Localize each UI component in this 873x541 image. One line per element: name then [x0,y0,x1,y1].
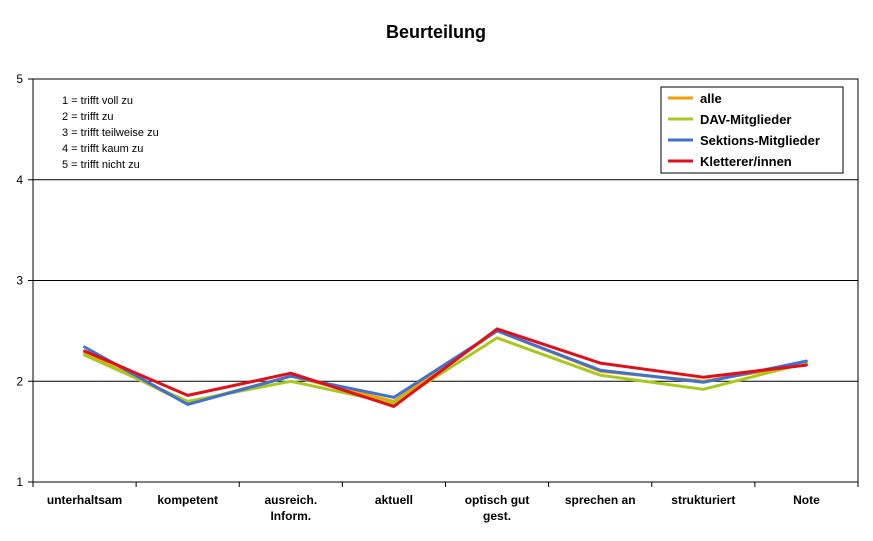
x-tick-label: aktuell [375,493,413,507]
annotation-line: 5 = trifft nicht zu [62,159,140,171]
x-tick-label: unterhaltsam [47,493,122,507]
annotation-line: 4 = trifft kaum zu [62,143,143,155]
y-axis: 1 2 3 4 5 [16,72,33,489]
x-tick-label: ausreich. Inform. [264,493,317,523]
legend-label: Kletterer/innen [700,154,792,169]
series-line [83,327,808,408]
y-tick-label: 4 [16,173,23,187]
annotation-line: 2 = trifft zu [62,111,113,123]
y-tick-label: 5 [16,72,23,86]
x-axis: unterhaltsam kompetent ausreich. Inform. akt… [32,482,859,523]
y-tick-label: 3 [16,274,23,288]
series-line [83,329,808,406]
grid-lines [33,179,858,382]
annotation-line: 3 = trifft teilweise zu [62,127,159,139]
x-tick-label: optisch gut gest. [465,493,530,523]
x-tick-label: sprechen an [565,493,636,507]
legend-label: alle [700,91,722,106]
x-tick-label: kompetent [157,493,218,507]
chart-title: Beurteilung [386,22,486,42]
series-line [83,336,808,405]
series-lines [83,327,808,408]
y-tick-label: 2 [16,374,23,388]
y-tick-label: 1 [16,475,23,489]
x-tick-label: strukturiert [671,493,735,507]
scale-annotation: 1 = trifft voll zu 2 = trifft zu 3 = triff… [62,95,159,171]
annotation-line: 1 = trifft voll zu [62,95,133,107]
legend-label: Sektions-Mitglieder [700,133,820,148]
x-tick-label: Note [793,493,820,507]
legend: alle DAV-Mitglieder Sektions-Mitglieder Kle… [660,86,844,174]
legend-box [660,86,844,174]
legend-label: DAV-Mitglieder [700,112,792,127]
